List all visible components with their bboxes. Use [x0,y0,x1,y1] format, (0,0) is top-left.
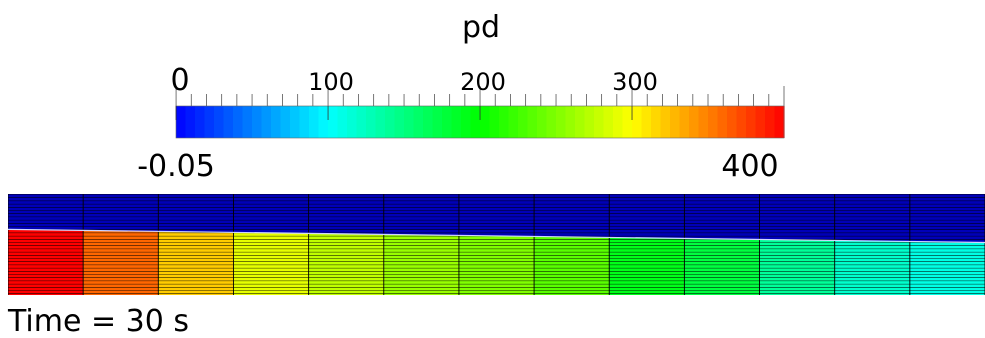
colorbar-segment [337,106,348,138]
colorbar-segment [176,106,187,138]
colorbar-segment [537,106,548,138]
colorbar-segment [660,106,671,138]
simulation-domain [8,194,985,295]
colorbar-segment [556,106,567,138]
free-surface-line [8,228,985,244]
colorbar-title: pd [462,10,500,45]
colorbar-segment [309,106,320,138]
colorbar-tick-label: 0 [171,63,190,98]
colorbar-segment [575,106,586,138]
water-column [458,235,535,295]
colorbar-segment [356,106,367,138]
colorbar-segment [214,106,225,138]
colorbar-segment [290,106,301,138]
colorbar-segment [366,106,377,138]
colorbar-segment [261,106,272,138]
colorbar-segment [527,106,538,138]
colorbar-segment [736,106,747,138]
colorbar-segment [594,106,605,138]
colorbar-segment [584,106,595,138]
colorbar-segment [347,106,358,138]
colorbar-segment [717,106,728,138]
colorbar-gradient [176,106,785,138]
colorbar-segment [185,106,196,138]
colorbar-segment [233,106,244,138]
water-column [834,240,911,295]
colorbar-segment [404,106,415,138]
colorbar-segment [765,106,776,138]
colorbar-segment [546,106,557,138]
colorbar-min-label: -0.05 [137,149,215,184]
colorbar-segment [242,106,253,138]
colorbar-segment [451,106,462,138]
colorbar-segment [508,106,519,138]
water-column [158,231,234,295]
colorbar-segment [470,106,481,138]
colorbar-segment [613,106,624,138]
colorbar-tick-label: 200 [460,68,506,96]
colorbar-segment [252,106,263,138]
colorbar-segment [461,106,472,138]
colorbar-segment [670,106,681,138]
colorbar-segment [698,106,709,138]
colorbar-segment [727,106,738,138]
colorbar-segment [622,106,633,138]
colorbar-tick-label: 100 [308,68,354,96]
colorbar-segment [299,106,310,138]
colorbar-segment [489,106,500,138]
water-column [609,237,685,295]
colorbar-segment [394,106,405,138]
colorbar-segment [442,106,453,138]
colorbar-segment [603,106,614,138]
colorbar-tick-label: 300 [612,68,658,96]
colorbar-segment [204,106,215,138]
colorbar-segment [280,106,291,138]
water-column [534,236,610,295]
mesh-horizontal-lines [8,194,985,294]
colorbar-segment [632,106,643,138]
colorbar-segment [385,106,396,138]
colorbar-segment [708,106,719,138]
water-column [83,230,159,295]
colorbar-segment [746,106,757,138]
colorbar-segment [375,106,386,138]
colorbar-segment [651,106,662,138]
colorbar-tick-labels: 0 100 200 300 [171,63,658,98]
colorbar-segment [565,106,576,138]
water-column [759,239,836,295]
colorbar-segment [641,106,652,138]
colorbar-segment [413,106,424,138]
colorbar-segment [195,106,206,138]
colorbar-ticks [175,86,785,120]
time-annotation: Time = 30 s [7,304,189,338]
colorbar-segment [328,106,339,138]
colorbar-segment [423,106,434,138]
colorbar-segment [689,106,700,138]
colorbar-segment [755,106,766,138]
colorbar-segment [271,106,282,138]
colorbar-segment [432,106,443,138]
colorbar-segment [223,106,234,138]
colorbar-segment [499,106,510,138]
colorbar-segment [480,106,491,138]
colorbar-segment [518,106,529,138]
water-column [684,238,761,295]
colorbar-segment [679,106,690,138]
colorbar-segment [318,106,329,138]
colorbar-max-label: 400 [721,149,778,184]
water-column [233,232,310,295]
colorbar: pd 0 100 200 300 -0.05 400 [137,10,785,184]
mesh-vertical-lines [8,194,985,295]
colorbar-segment [774,106,785,138]
